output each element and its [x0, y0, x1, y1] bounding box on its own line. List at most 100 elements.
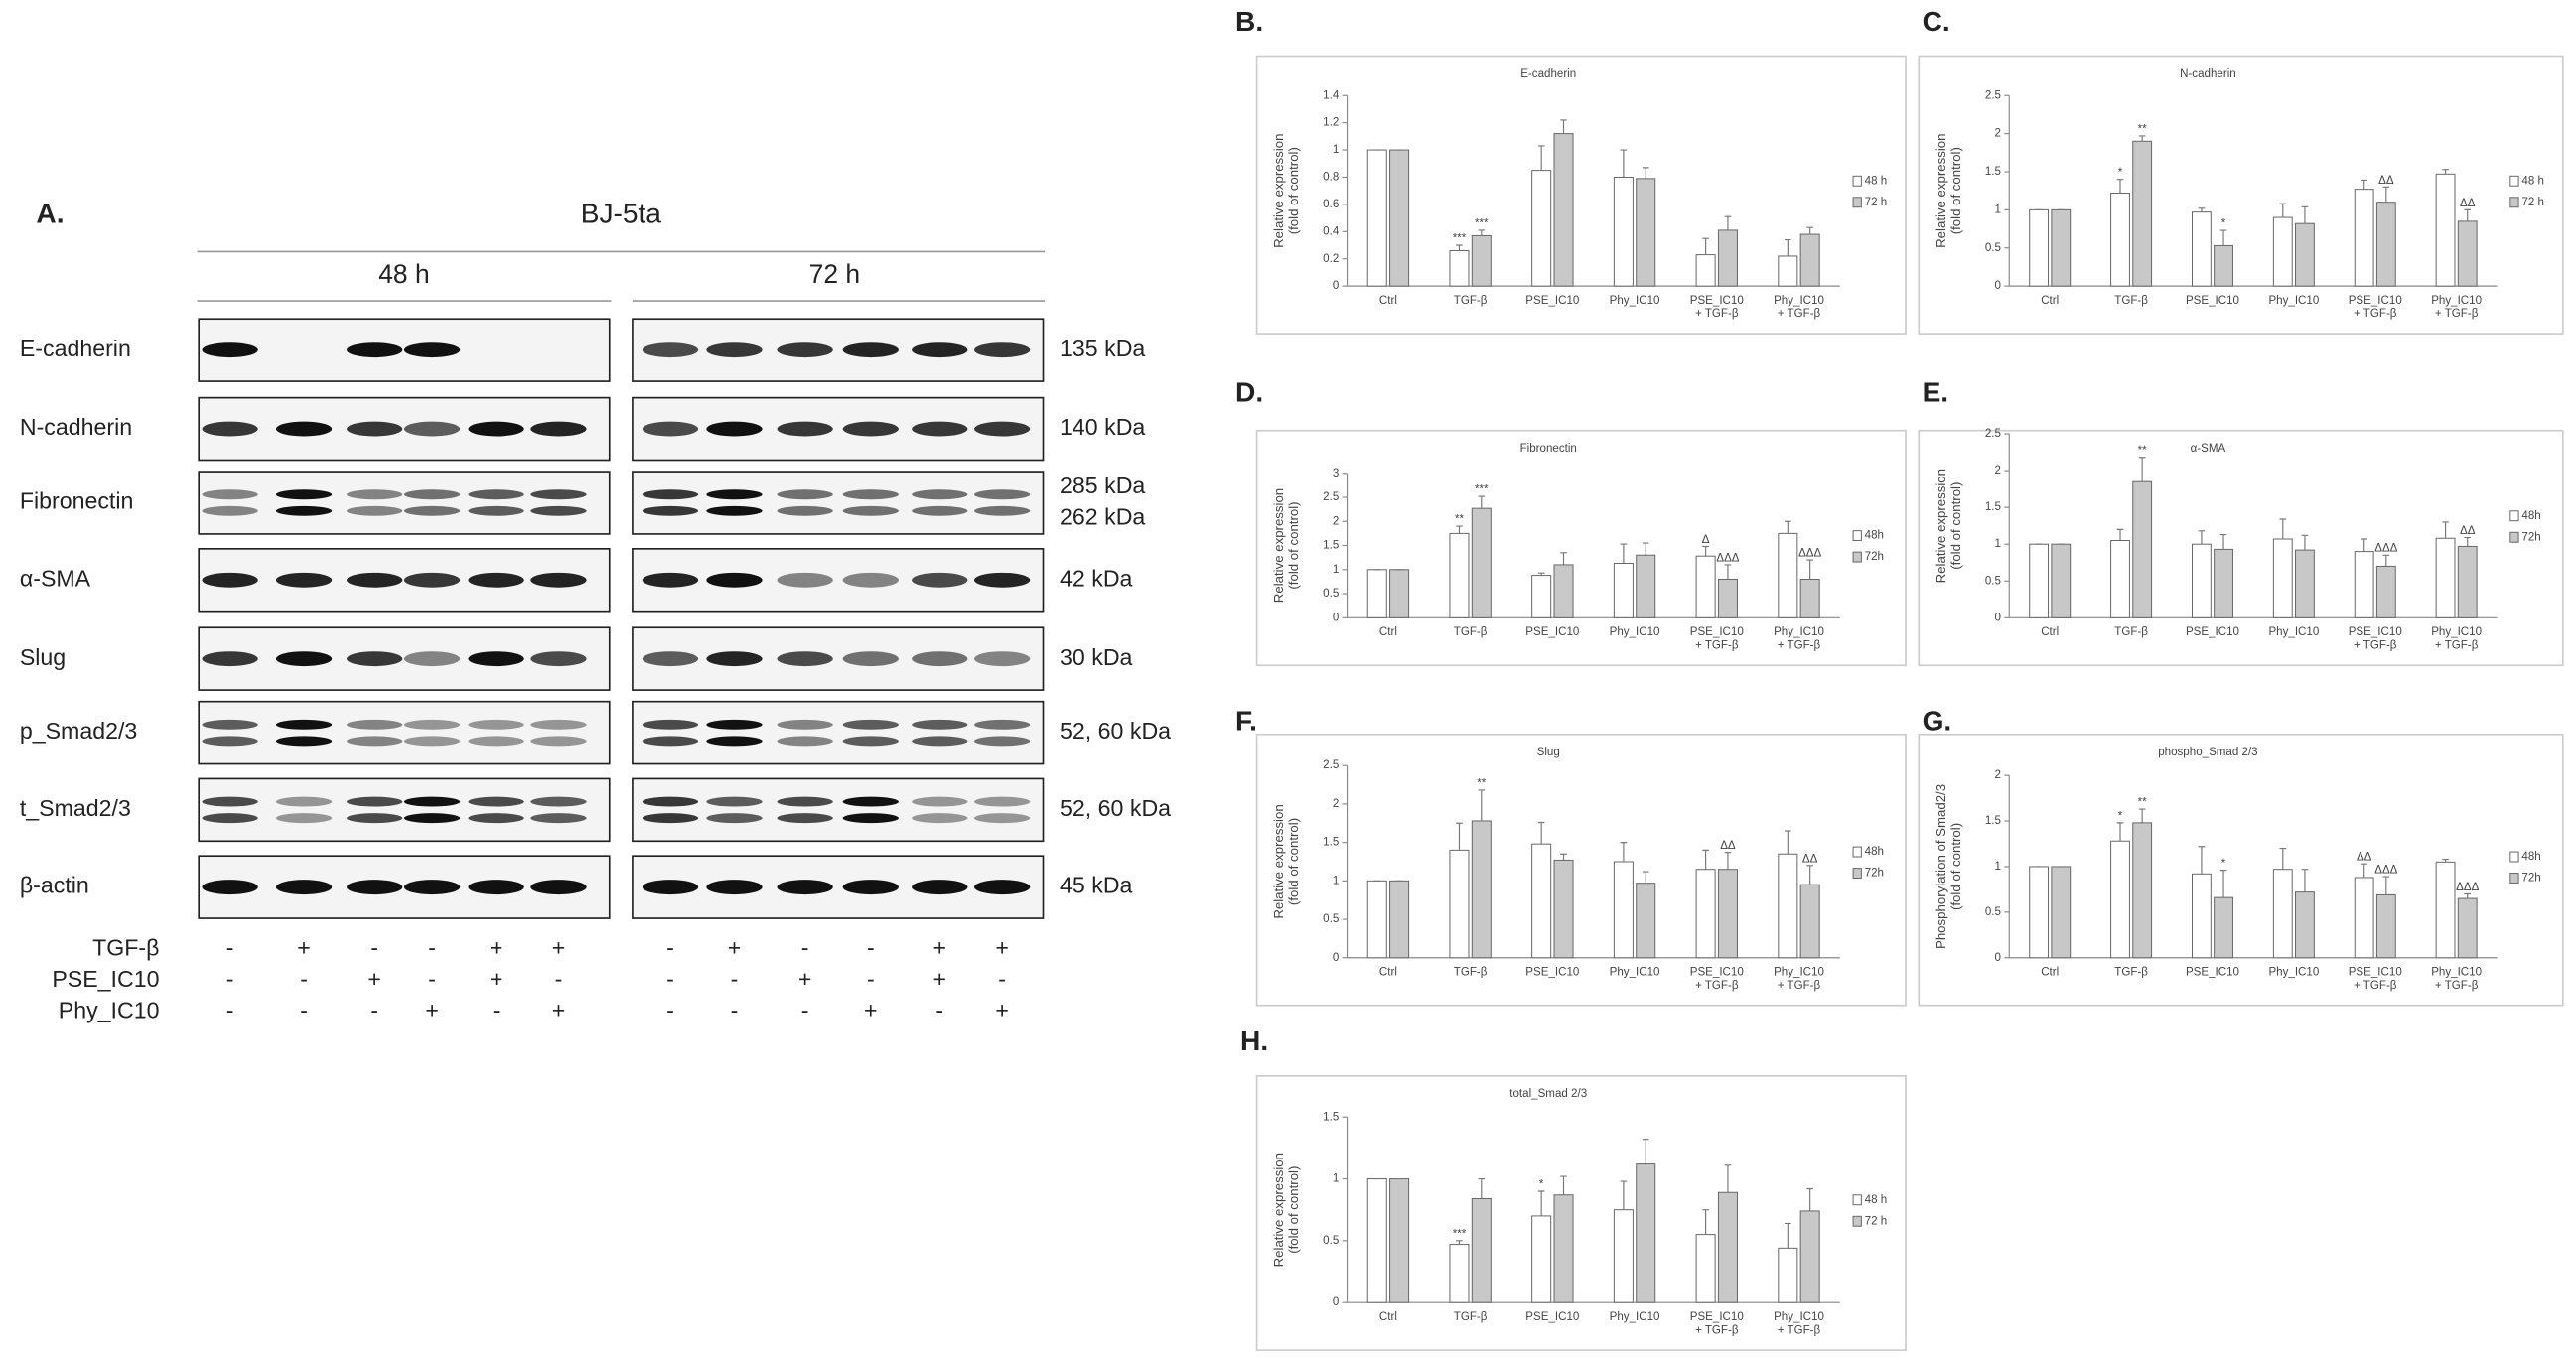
bar [1778, 1247, 1798, 1303]
bar [2375, 202, 2396, 287]
bar [2132, 480, 2153, 618]
x-tick-label: PSE_IC10 [1525, 967, 1579, 979]
blot-frame [632, 777, 1045, 843]
band [202, 572, 258, 588]
band [347, 719, 403, 730]
y-tick-label: 0.5 [1323, 1235, 1339, 1247]
y-tick-label: 0.5 [1323, 588, 1339, 600]
error-bar [2116, 179, 2124, 194]
bar [1799, 1210, 1820, 1303]
y-tick-label: 1 [1995, 204, 2001, 215]
bar [2435, 537, 2456, 618]
legend-swatch [1852, 175, 1862, 187]
significance: * [2118, 167, 2123, 179]
chart-title: phospho_Smad 2/3 [2158, 747, 2257, 758]
band [275, 880, 333, 895]
band [974, 880, 1031, 895]
bar [2132, 822, 2153, 959]
band [777, 651, 833, 667]
y-axis-label: Relative expression [1271, 1153, 1286, 1267]
bar [1531, 843, 1552, 959]
band [468, 421, 524, 437]
kda-label: 262 kDa [1060, 503, 1145, 529]
band [842, 421, 899, 437]
y-tick-label: 0 [1333, 612, 1339, 623]
x-tick-label: Phy_IC10 [2268, 295, 2319, 307]
kda-label: 135 kDa [1060, 336, 1145, 361]
error-bar [2442, 859, 2449, 863]
legend-label: 72 h [1865, 1215, 1888, 1227]
row-label: α-SMA [20, 565, 91, 591]
treatment-sign: - [300, 966, 308, 992]
panel-letter: B. [1235, 6, 1263, 37]
error-bar [2442, 169, 2449, 175]
x-tick-label: Phy_IC10 + TGF-β [1774, 295, 1824, 320]
band [974, 489, 1031, 500]
bar [1531, 575, 1552, 618]
y-axis-label: Relative expression [1271, 804, 1286, 918]
legend-swatch [1852, 197, 1862, 208]
error-bar [1537, 1190, 1545, 1216]
bar [1471, 234, 1492, 287]
blot-frame [198, 471, 611, 535]
treatment-label: PSE_IC10 [52, 966, 159, 992]
y-tick-label: 1.5 [1985, 166, 2001, 178]
band [403, 796, 461, 807]
band [275, 813, 333, 824]
x-tick-label: PSE_IC10 + TGF-β [1690, 295, 1744, 320]
band [842, 719, 899, 730]
treatment-sign: - [998, 966, 1006, 992]
panel-letter: A. [36, 198, 64, 228]
band [202, 813, 258, 824]
error-bar [2138, 135, 2146, 142]
band [468, 719, 524, 730]
bar [1366, 149, 1387, 287]
row-label: Fibronectin [20, 488, 134, 514]
error-bar [2361, 863, 2367, 878]
band [912, 880, 968, 895]
band [706, 651, 763, 667]
band [530, 736, 587, 747]
band [530, 421, 587, 437]
bar [1389, 1178, 1410, 1303]
treatment-sign: + [552, 997, 566, 1022]
bar [2191, 211, 2212, 287]
band [403, 489, 461, 500]
bar [1717, 1191, 1738, 1303]
error-bar [1806, 865, 1813, 885]
band [403, 342, 461, 358]
x-tick-label: Ctrl [1379, 967, 1397, 979]
band [777, 880, 833, 895]
band [842, 505, 899, 516]
band [642, 796, 699, 807]
error-bar [2116, 528, 2124, 541]
significance: * [1539, 1178, 1544, 1190]
bar [1799, 884, 1820, 959]
significance: ** [2138, 797, 2148, 809]
x-tick-label: Phy_IC10 [2268, 626, 2319, 638]
band [842, 736, 899, 747]
band [347, 489, 403, 500]
legend-label: 72h [2521, 873, 2540, 885]
bar [2354, 189, 2374, 287]
band [530, 813, 587, 824]
band [202, 719, 258, 730]
error-bar [1537, 572, 1545, 576]
error-bar [2301, 205, 2309, 224]
band [347, 342, 403, 358]
y-tick-label: 1 [1995, 538, 2001, 550]
band [974, 736, 1031, 747]
treatment-sign: - [867, 966, 875, 992]
band [202, 505, 258, 516]
bar [2029, 208, 2050, 287]
x-tick-label: PSE_IC10 [1525, 1311, 1579, 1323]
y-tick-label: 2.5 [1323, 759, 1339, 771]
band [777, 796, 833, 807]
treatment-sign: - [867, 935, 875, 961]
bar [2051, 866, 2072, 959]
y-axis-label: (fold of control) [1948, 147, 1963, 234]
error-bar [1702, 545, 1709, 557]
timepoint: 72 h [809, 259, 861, 289]
band [912, 651, 968, 667]
error-bar [2464, 892, 2472, 899]
